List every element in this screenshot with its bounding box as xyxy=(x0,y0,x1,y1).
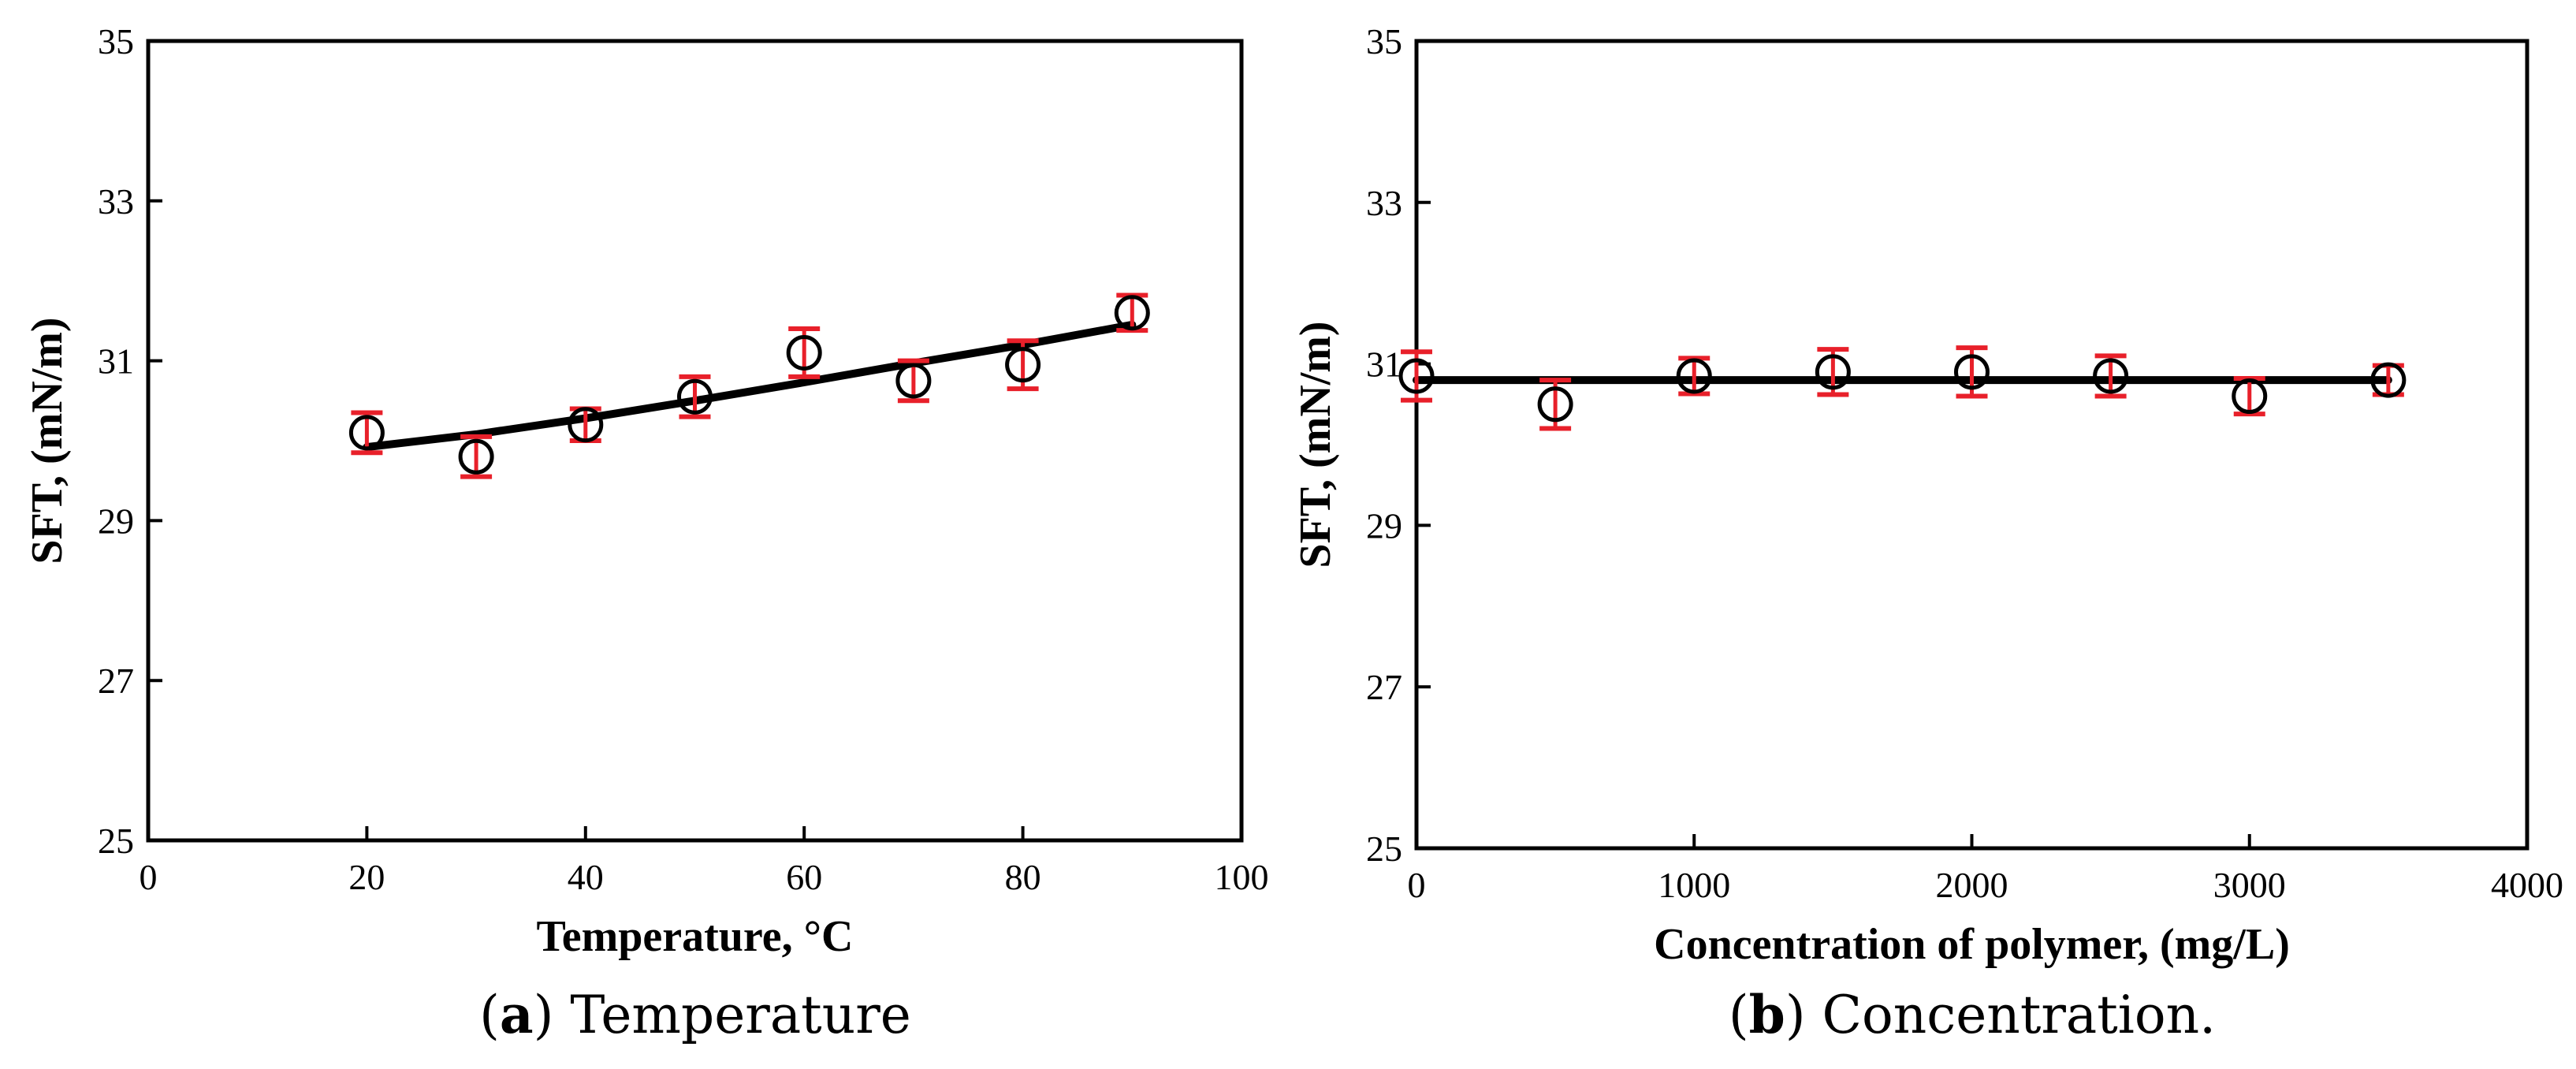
data-point xyxy=(1954,354,1990,390)
data-point xyxy=(1114,295,1150,331)
y-tick-label: 33 xyxy=(1366,183,1402,223)
x-tick-label: 60 xyxy=(786,857,822,897)
y-tick-label: 31 xyxy=(98,341,134,382)
data-point xyxy=(1398,358,1435,394)
y-axis-label: SFT, (mN/m) xyxy=(1291,321,1340,568)
y-tick-label: 29 xyxy=(1366,505,1402,546)
plot-frame xyxy=(146,39,1244,843)
data-point xyxy=(568,407,604,443)
y-tick-label: 25 xyxy=(1366,829,1402,869)
caption: (b) Concentration. xyxy=(1729,984,2216,1045)
y-tick-label: 27 xyxy=(98,661,134,701)
error-bar xyxy=(460,434,493,479)
caption-title: Concentration. xyxy=(1822,985,2217,1045)
caption-paren-close: ) xyxy=(534,985,571,1045)
x-tick-label: 0 xyxy=(140,857,158,897)
y-tick-label: 27 xyxy=(1366,667,1402,707)
data-point xyxy=(1676,358,1712,394)
x-tick-label: 40 xyxy=(568,857,604,897)
chart-panel-b: 25 27 29 31 33 35 0 1000 2000 3000 4000 Concentrati… xyxy=(1291,21,2563,1045)
data-point xyxy=(786,334,822,371)
x-tick-label: 2000 xyxy=(1936,865,2008,905)
chart-panel-a: 25 27 29 31 33 35 0 20 40 60 80 100 Temperature, °C S… xyxy=(23,21,1269,1045)
data-point xyxy=(2232,378,2268,415)
y-tick-label: 33 xyxy=(98,181,134,222)
data-point xyxy=(2370,362,2407,398)
data-point xyxy=(1537,386,1573,423)
data-point xyxy=(1005,347,1041,383)
x-tick-label: 20 xyxy=(348,857,385,897)
x-tick-label: 1000 xyxy=(1658,865,1730,905)
x-tick-label: 0 xyxy=(1408,865,1426,905)
data-point xyxy=(895,363,932,399)
x-tick-label: 80 xyxy=(1005,857,1041,897)
data-point xyxy=(458,438,494,475)
y-tick-label: 29 xyxy=(98,501,134,541)
y-tick-label: 25 xyxy=(98,821,134,861)
fit-line xyxy=(363,320,1137,452)
y-tick-label: 31 xyxy=(1366,345,1402,385)
caption-letter: a xyxy=(500,984,534,1045)
x-tick-label: 4000 xyxy=(2491,865,2563,905)
caption: (a) Temperature xyxy=(479,984,911,1045)
x-tick-label: 100 xyxy=(1215,857,1269,897)
error-bar xyxy=(897,358,929,404)
data-point xyxy=(2093,358,2129,394)
caption-paren-open: ( xyxy=(1729,985,1749,1045)
y-axis-label: SFT, (mN/m) xyxy=(23,317,72,564)
data-point xyxy=(348,415,385,451)
error-bar xyxy=(679,374,711,419)
caption-title: Temperature xyxy=(570,985,910,1045)
x-axis-label: Temperature, °C xyxy=(537,912,854,961)
error-bar xyxy=(351,410,383,456)
y-tick-label: 35 xyxy=(1366,21,1402,61)
caption-paren-close: ) xyxy=(1785,985,1822,1045)
x-tick-label: 3000 xyxy=(2213,865,2286,905)
plot-frame xyxy=(1414,39,2529,851)
y-tick-label: 35 xyxy=(98,21,134,61)
error-bar xyxy=(1678,356,1711,397)
data-point xyxy=(677,378,713,415)
caption-paren-open: ( xyxy=(479,985,500,1045)
error-bar xyxy=(2233,376,2265,417)
data-point xyxy=(1815,354,1851,390)
x-axis-label: Concentration of polymer, (mg/L) xyxy=(1654,920,2290,969)
caption-letter: b xyxy=(1749,984,1785,1045)
error-bar xyxy=(2094,353,2127,399)
